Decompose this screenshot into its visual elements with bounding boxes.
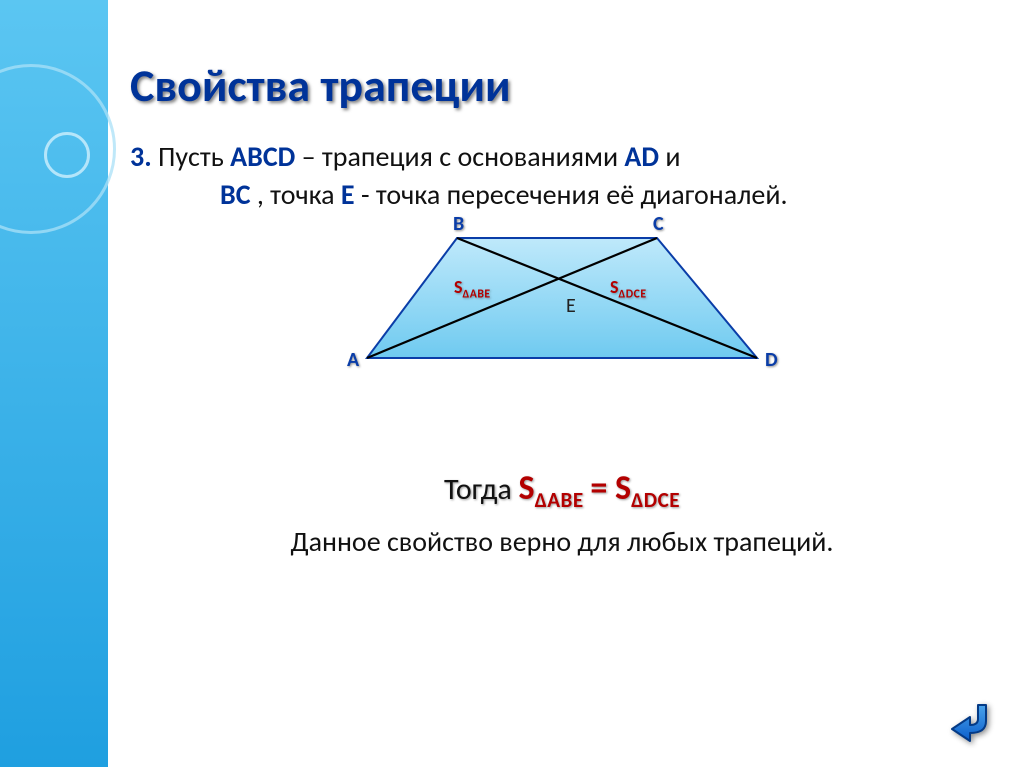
label-C: C	[653, 212, 664, 236]
label-A: A	[347, 348, 359, 372]
body-text: 3. Пусть ABCD – трапеция с основаниями A…	[130, 138, 994, 214]
t5: - точка пересечения её диагоналей.	[361, 177, 788, 212]
eq-right: S∆DCE	[615, 468, 680, 509]
t2: – трапеция с основаниями	[302, 139, 625, 174]
label-E: E	[566, 294, 576, 318]
t4: , точка	[257, 177, 341, 212]
bc: BC	[220, 177, 251, 212]
trapezoid-svg	[337, 208, 787, 378]
area-label-abe: S∆ABE	[454, 276, 491, 302]
label-D: D	[765, 348, 778, 372]
abcd: ABCD	[230, 139, 295, 174]
area-label-dce: S∆DCE	[610, 276, 647, 302]
page-title: Свойства трапеции	[130, 58, 994, 114]
figure-wrap: B C A D E S∆ABE S∆DCE	[130, 208, 994, 378]
concluding-line: Данное свойство верно для любых трапеций…	[130, 524, 994, 559]
decor-circle-2	[44, 132, 90, 178]
t1: Пусть	[158, 139, 230, 174]
side-strip	[0, 0, 108, 767]
item-number: 3.	[130, 139, 152, 174]
label-B: B	[453, 212, 464, 236]
t3: и	[665, 139, 680, 174]
trapezoid-diagram: B C A D E S∆ABE S∆DCE	[337, 208, 787, 378]
slide: Свойства трапеции 3. Пусть ABCD – трапец…	[0, 0, 1024, 767]
eq-left: S∆ABE	[519, 468, 584, 509]
nav-return-button[interactable]	[944, 691, 998, 745]
pt-e: E	[341, 177, 355, 212]
content: Свойства трапеции 3. Пусть ABCD – трапец…	[130, 0, 994, 767]
return-icon	[944, 691, 998, 745]
equation-line: Тогда S∆ABE = S∆DCE	[130, 468, 994, 513]
eq-prefix: Тогда	[444, 471, 519, 508]
ad: AD	[624, 139, 659, 174]
eq-sign: =	[590, 468, 615, 509]
